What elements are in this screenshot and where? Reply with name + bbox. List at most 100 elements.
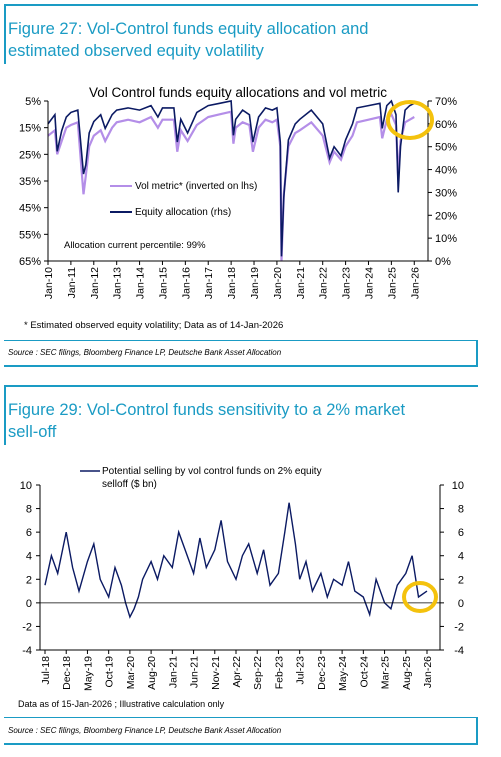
chart2-right-tick-label: 4 — [458, 551, 464, 563]
chart1-left-tick-label: 35% — [19, 176, 41, 188]
chart2-legend-label: Potential selling by vol control funds o… — [102, 466, 324, 490]
figure-27-top-rule — [4, 4, 478, 6]
chart2-right-tick-label: 6 — [458, 527, 464, 539]
chart2-x-tick-label: Aug-25 — [401, 656, 413, 690]
chart2-x-tick-label: Dec-23 — [316, 656, 328, 690]
chart2-x-tick-label: May-19 — [82, 656, 94, 691]
chart2-left-tick-label: -4 — [22, 645, 32, 657]
chart1-right-tick-label: 70% — [435, 96, 457, 108]
chart1-left-tick-label: 55% — [19, 229, 41, 241]
chart1-x-tick-label: Jan-13 — [112, 267, 124, 299]
chart-sensitivity: 10 10 8 8 6 6 4 4 2 2 0 0 -2 -2 -4 -4 Jul-18 Dec-18 May-19… — [20, 466, 464, 691]
chart1-right-tick-label: 0% — [435, 256, 451, 268]
chart1-left-tick-label: 45% — [19, 203, 41, 215]
chart2-x-tick-label: Apr-22 — [231, 656, 243, 688]
chart1-x-tick-label: Jan-24 — [363, 267, 375, 299]
figure-29-title-line1: Figure 29: Vol-Control funds sensitivity… — [8, 401, 406, 419]
chart1-right-tick-label: 20% — [435, 210, 457, 222]
chart1-x-tick-label: Jan-15 — [157, 267, 169, 299]
figure-27-left-rule — [4, 4, 6, 64]
figure-29-source: Source : SEC filings, Bloomberg Finance … — [8, 726, 282, 735]
figure-29-bottom-rule — [4, 717, 478, 718]
chart1-right-tick-label: 50% — [435, 142, 457, 154]
chart2-right-tick-label: -4 — [454, 645, 464, 657]
chart1-left-tick-label: 5% — [25, 96, 41, 108]
chart1-vol-metric-line — [47, 110, 415, 262]
chart1-x-tick-label: Jan-22 — [318, 267, 330, 299]
figure-29-right-rule — [476, 718, 478, 745]
chart1-legend-vol: Vol metric* (inverted on lhs) — [135, 181, 257, 192]
chart2-left-tick-label: 0 — [26, 598, 32, 610]
figure-27-bottom-rule — [4, 340, 478, 341]
chart1-legend-alloc: Equity allocation (rhs) — [135, 207, 231, 218]
figure-29-end-rule — [4, 743, 478, 745]
figure-27-end-rule — [4, 365, 478, 367]
figure-27-footnote: * Estimated observed equity volatility; … — [24, 320, 284, 331]
figure-27-right-rule — [476, 341, 478, 367]
chart1-left-tick-label: 65% — [19, 256, 41, 268]
chart1-x-tick-label: Jan-20 — [272, 267, 284, 299]
chart2-legend: Potential selling by vol control funds o… — [80, 466, 324, 490]
chart2-left-tick-label: 6 — [26, 527, 32, 539]
chart1-left-tick-label: 15% — [19, 123, 41, 135]
chart2-x-tick-label: Nov-21 — [210, 656, 222, 690]
chart1-x-tick-label: Jan-14 — [135, 267, 147, 299]
chart1-right-tick-label: 10% — [435, 233, 457, 245]
chart1-x-tick-label: Jan-10 — [43, 267, 55, 299]
chart2-left-tick-label: 10 — [20, 480, 32, 492]
chart2-x-tick-label: Oct-24 — [358, 656, 370, 688]
chart2-left-tick-label: 8 — [26, 504, 32, 516]
chart1-x-tick-label: Jan-25 — [386, 267, 398, 299]
chart1-x-tick-label: Jan-21 — [295, 267, 307, 299]
chart1-right-tick-label: 30% — [435, 187, 457, 199]
chart2-x-tick-label: Feb-23 — [273, 656, 285, 689]
chart2-x-tick-label: Dec-18 — [61, 656, 73, 690]
chart2-x-tick-label: Jul-18 — [40, 656, 52, 685]
chart1-right-tick-label: 40% — [435, 165, 457, 177]
figure-29-title-line2: sell-off — [8, 423, 57, 441]
chart1-x-tick-label: Jan-19 — [249, 267, 261, 299]
chart2-x-tick-label: Aug-20 — [146, 656, 158, 690]
chart1-x-tick-label: Jan-26 — [409, 267, 421, 299]
chart2-highlight-circle — [402, 581, 438, 613]
chart1-annotation: Allocation current percentile: 99% — [64, 240, 206, 251]
chart2-left-tick-label: 2 — [26, 574, 32, 586]
chart2-left-tick-label: 4 — [26, 551, 32, 563]
chart2-x-tick-label: Jan-26 — [422, 656, 434, 688]
figure-27-title-line1: Figure 27: Vol-Control funds equity allo… — [8, 20, 369, 38]
chart1-x-tick-label: Jan-23 — [341, 267, 353, 299]
figure-27-title-line2: estimated observed equity volatility — [8, 42, 264, 60]
chart2-x-tick-label: Mar-25 — [380, 656, 392, 689]
chart1-highlight-circle — [386, 100, 434, 140]
chart2-x-tick-label: Jan-21 — [167, 656, 179, 688]
chart2-right-tick-label: -2 — [454, 621, 464, 633]
figure-27-source: Source : SEC filings, Bloomberg Finance … — [8, 348, 282, 357]
chart2-x-tick-label: Oct-19 — [104, 656, 116, 688]
chart2-x-tick-label: Jul-23 — [295, 656, 307, 685]
chart2-right-tick-label: 0 — [458, 598, 464, 610]
chart1-x-tick-label: Jan-11 — [66, 267, 78, 298]
figure-29-top-rule — [4, 385, 478, 387]
chart-equity-allocation: Vol Control funds equity allocations and… — [19, 85, 457, 299]
chart2-right-tick-label: 8 — [458, 504, 464, 516]
chart1-title: Vol Control funds equity allocations and… — [89, 85, 387, 100]
chart2-right-tick-label: 10 — [452, 480, 464, 492]
chart1-x-tick-label: Jan-17 — [203, 267, 215, 299]
chart2-legend-line2: selloff ($ bn) — [102, 479, 157, 490]
figure-29-footnote: Data as of 15-Jan-2026 ; Illustrative ca… — [18, 699, 225, 709]
chart2-left-tick-label: -2 — [22, 621, 32, 633]
chart1-x-tick-label: Jan-16 — [180, 267, 192, 299]
chart2-legend-line1: Potential selling by vol control funds o… — [102, 466, 322, 477]
chart2-x-tick-label: Mar-20 — [125, 656, 137, 689]
chart2-x-tick-label: May-24 — [337, 656, 349, 691]
chart1-left-tick-label: 25% — [19, 149, 41, 161]
chart1-right-tick-label: 60% — [435, 119, 457, 131]
chart1-x-tick-label: Jan-18 — [226, 267, 238, 299]
chart1-x-tick-label: Jan-12 — [89, 267, 101, 299]
chart2-x-tick-label: Sep-22 — [252, 656, 264, 690]
chart2-x-tick-label: Jun-21 — [189, 656, 201, 688]
chart2-potential-selling-line — [44, 502, 428, 619]
chart1-equity-allocation-line — [47, 99, 415, 257]
chart1-legend: Vol metric* (inverted on lhs) Equity all… — [110, 181, 257, 218]
figure-29-left-rule — [4, 385, 6, 445]
